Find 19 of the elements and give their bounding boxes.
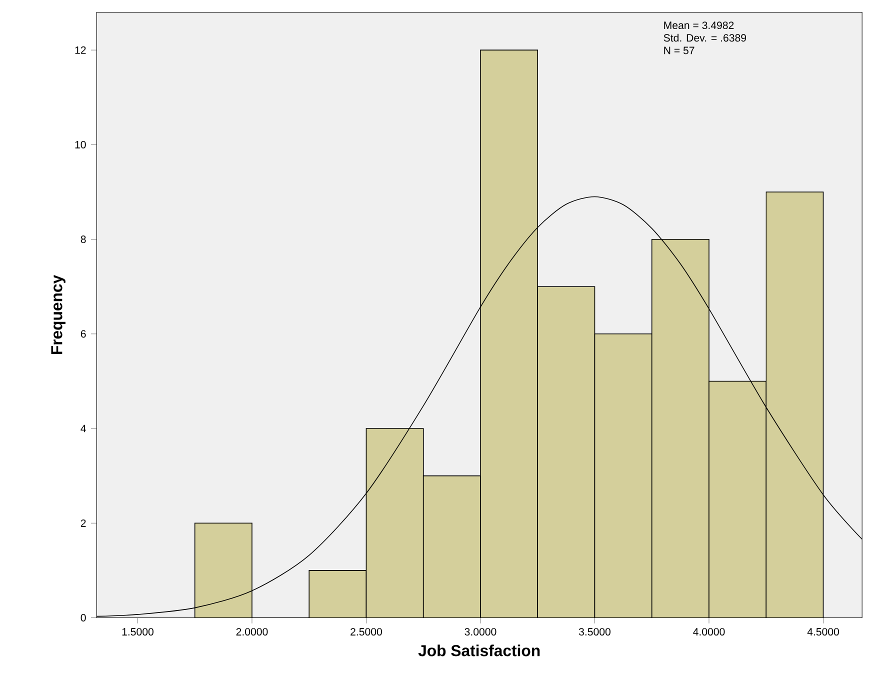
x-tick-label: 3.0000 (464, 628, 496, 636)
y-tick-label: 10 (75, 140, 86, 148)
annotation: Mean = 3.4982 (664, 22, 734, 30)
y-tick-label: 4 (80, 424, 86, 432)
x-tick-label: 2.5000 (350, 628, 382, 636)
x-tick-label: 4.0000 (693, 628, 725, 636)
x-tick-label: 2.0000 (236, 628, 268, 636)
x-tick-label: 4.5000 (807, 628, 840, 636)
x-tick-label: 3.5000 (578, 628, 610, 636)
y-tick-label: 6 (80, 330, 86, 338)
annotation: Std. Dev. = .6389 (664, 34, 746, 42)
x-axis-title: Job Satisfaction (418, 644, 540, 656)
y-tick-label: 0 (80, 614, 86, 622)
y-tick-label: 2 (80, 519, 86, 527)
x-tick-label: 1.5000 (122, 628, 154, 636)
y-tick-label: 12 (75, 46, 86, 54)
annotation: N = 57 (664, 46, 694, 54)
y-tick-label: 8 (80, 236, 86, 244)
y-axis-title: Frequency (51, 274, 66, 354)
